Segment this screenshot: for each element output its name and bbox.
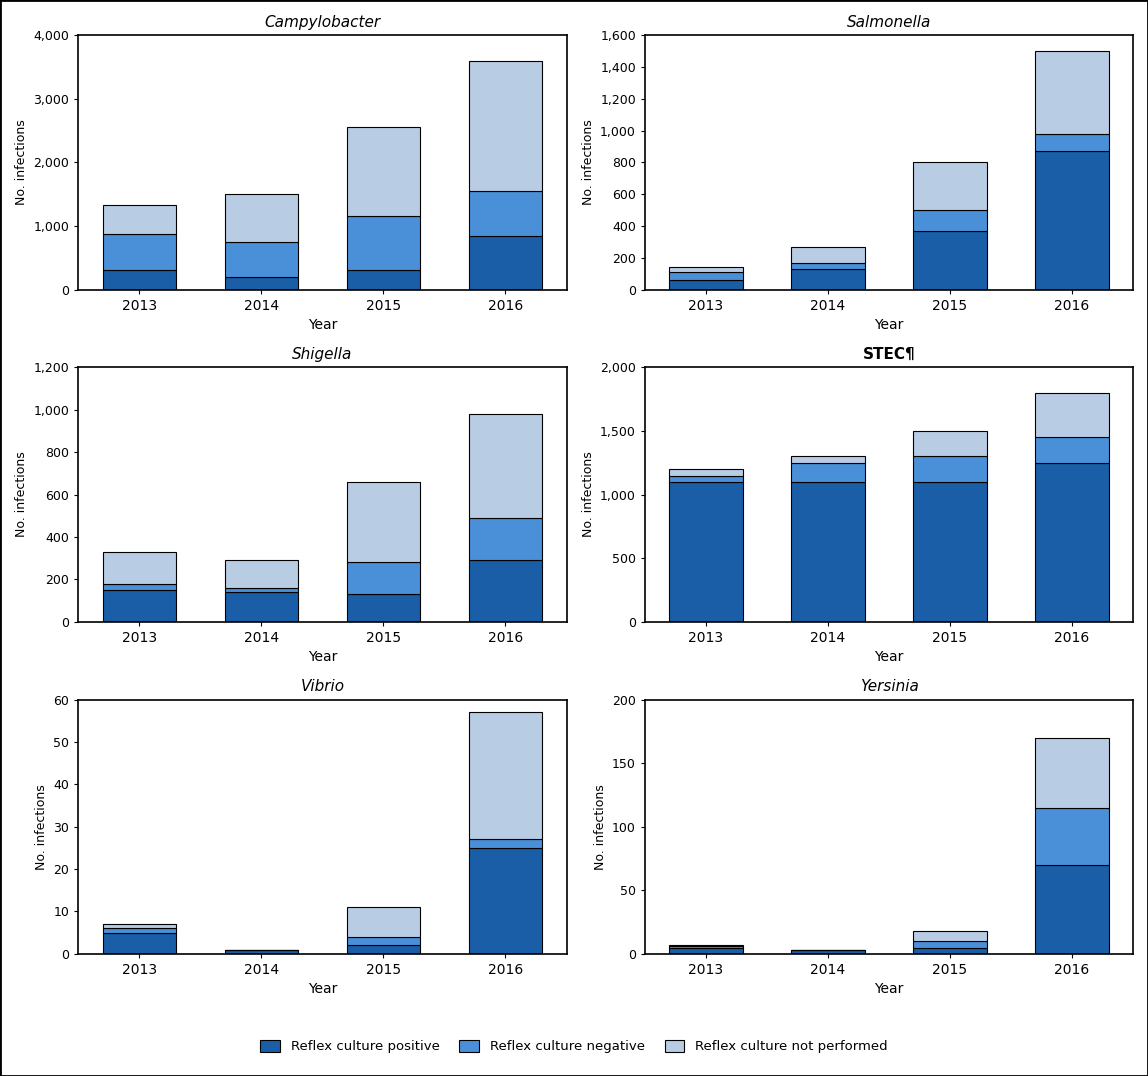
Bar xyxy=(225,950,298,953)
Bar xyxy=(468,414,542,518)
Bar xyxy=(791,269,864,289)
Bar xyxy=(791,482,864,622)
X-axis label: Year: Year xyxy=(875,650,903,664)
Bar xyxy=(1035,52,1109,133)
Bar xyxy=(669,476,743,482)
Bar xyxy=(914,431,986,456)
Legend: Reflex culture positive, Reflex culture negative, Reflex culture not performed: Reflex culture positive, Reflex culture … xyxy=(255,1035,893,1059)
Bar xyxy=(1035,808,1109,865)
X-axis label: Year: Year xyxy=(875,982,903,996)
Bar xyxy=(914,948,986,953)
Y-axis label: No. infections: No. infections xyxy=(582,452,595,538)
Bar xyxy=(347,482,420,563)
Title: Shigella: Shigella xyxy=(293,348,352,363)
Bar xyxy=(791,263,864,269)
Bar xyxy=(914,942,986,948)
Bar xyxy=(791,246,864,263)
Title: STEC¶: STEC¶ xyxy=(862,348,915,363)
Bar xyxy=(103,233,176,270)
Bar xyxy=(225,277,298,289)
Bar xyxy=(225,195,298,242)
Bar xyxy=(103,583,176,590)
Bar xyxy=(225,242,298,277)
Bar xyxy=(468,60,542,192)
Y-axis label: No. infections: No. infections xyxy=(582,119,595,206)
Bar xyxy=(914,931,986,942)
Bar xyxy=(791,463,864,482)
Bar xyxy=(669,469,743,476)
Bar xyxy=(468,518,542,561)
Bar xyxy=(347,594,420,622)
Bar xyxy=(103,590,176,622)
X-axis label: Year: Year xyxy=(875,318,903,332)
Bar xyxy=(1035,393,1109,437)
Bar xyxy=(669,946,743,948)
Bar xyxy=(1035,152,1109,289)
Bar xyxy=(914,230,986,289)
Bar xyxy=(1035,437,1109,463)
Bar xyxy=(791,950,864,953)
X-axis label: Year: Year xyxy=(308,650,338,664)
Bar xyxy=(468,848,542,953)
Bar xyxy=(914,210,986,230)
Bar xyxy=(468,192,542,236)
Bar xyxy=(669,945,743,946)
Y-axis label: No. infections: No. infections xyxy=(34,784,48,869)
Bar xyxy=(1035,738,1109,808)
Bar xyxy=(914,456,986,482)
Title: Campylobacter: Campylobacter xyxy=(264,15,380,30)
Bar xyxy=(347,270,420,289)
Bar xyxy=(347,946,420,953)
Bar xyxy=(791,456,864,463)
Bar xyxy=(669,280,743,289)
Bar xyxy=(103,929,176,933)
X-axis label: Year: Year xyxy=(308,982,338,996)
Y-axis label: No. infections: No. infections xyxy=(15,452,28,538)
Title: Vibrio: Vibrio xyxy=(301,679,344,694)
Bar xyxy=(103,552,176,583)
Bar xyxy=(225,587,298,592)
Title: Salmonella: Salmonella xyxy=(847,15,931,30)
Bar xyxy=(914,162,986,210)
Bar xyxy=(225,592,298,622)
Bar xyxy=(1035,865,1109,953)
Bar xyxy=(347,127,420,216)
Bar xyxy=(468,839,542,848)
Bar xyxy=(103,270,176,289)
Bar xyxy=(1035,463,1109,622)
Bar xyxy=(914,482,986,622)
Bar xyxy=(468,712,542,839)
Bar xyxy=(468,561,542,622)
Bar xyxy=(225,561,298,587)
Bar xyxy=(103,924,176,929)
Bar xyxy=(669,267,743,272)
Y-axis label: No. infections: No. infections xyxy=(594,784,606,869)
Bar xyxy=(1035,133,1109,152)
Title: Yersinia: Yersinia xyxy=(860,679,918,694)
Bar xyxy=(669,272,743,280)
Y-axis label: No. infections: No. infections xyxy=(15,119,28,206)
Bar xyxy=(669,948,743,953)
Bar xyxy=(347,937,420,946)
Bar xyxy=(103,206,176,233)
Bar xyxy=(103,933,176,953)
Bar xyxy=(347,216,420,270)
Bar xyxy=(468,236,542,289)
Bar xyxy=(347,563,420,594)
Bar xyxy=(669,482,743,622)
X-axis label: Year: Year xyxy=(308,318,338,332)
Bar xyxy=(347,907,420,937)
